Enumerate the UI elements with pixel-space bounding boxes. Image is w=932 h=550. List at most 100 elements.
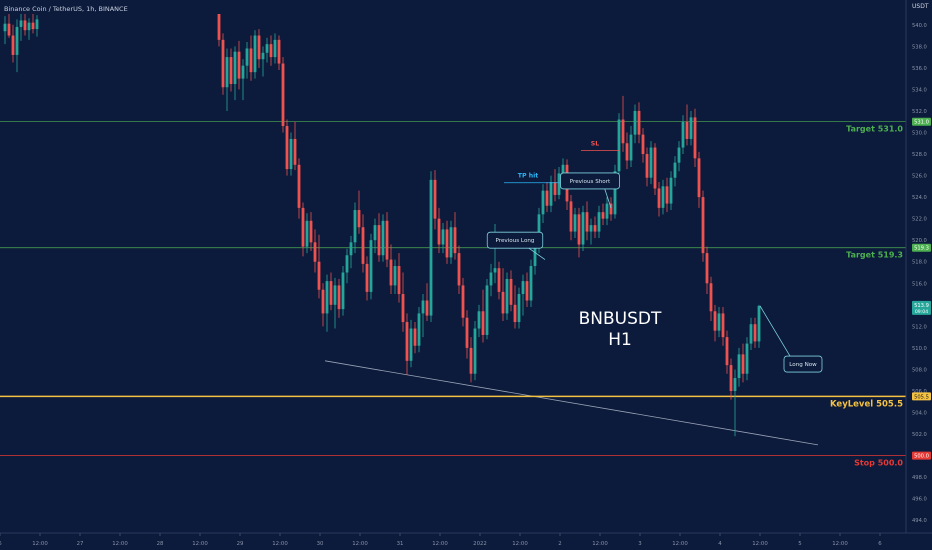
candle[interactable] (637, 102, 641, 144)
candle[interactable] (421, 294, 425, 338)
candle[interactable] (329, 272, 333, 311)
candle[interactable] (453, 212, 457, 260)
candle[interactable] (717, 306, 721, 338)
annotation-previous-short-box[interactable] (560, 172, 620, 190)
candle[interactable] (313, 229, 317, 273)
candle[interactable] (221, 33, 225, 95)
time-axis-panel[interactable] (0, 533, 932, 550)
candle[interactable] (673, 156, 677, 187)
candle[interactable] (689, 110, 693, 146)
candle[interactable] (417, 306, 421, 353)
candle[interactable] (501, 268, 505, 321)
candle[interactable] (293, 121, 297, 171)
candle[interactable] (609, 197, 613, 221)
candle[interactable] (649, 141, 653, 185)
candle[interactable] (477, 304, 481, 338)
candle[interactable] (277, 35, 281, 71)
candle[interactable] (273, 33, 277, 64)
candle[interactable] (457, 245, 461, 295)
candle[interactable] (529, 259, 533, 307)
candle[interactable] (325, 274, 329, 332)
candle[interactable] (657, 182, 661, 217)
candle[interactable] (677, 141, 681, 172)
candle[interactable] (405, 313, 409, 375)
candle[interactable] (509, 270, 513, 312)
candle[interactable] (521, 274, 525, 316)
candle[interactable] (7, 14, 11, 38)
candle[interactable] (693, 108, 697, 167)
candle[interactable] (11, 24, 15, 63)
candle[interactable] (641, 128, 645, 163)
candle[interactable] (597, 205, 601, 239)
candle[interactable] (333, 277, 337, 329)
annotation-long-now-box[interactable] (783, 355, 823, 373)
candle[interactable] (425, 283, 429, 321)
candle[interactable] (257, 29, 261, 68)
candle[interactable] (593, 216, 597, 239)
candle[interactable] (409, 319, 413, 368)
candle[interactable] (389, 244, 393, 295)
candle[interactable] (393, 259, 397, 295)
candle[interactable] (517, 287, 521, 329)
candle[interactable] (229, 48, 233, 92)
candle[interactable] (513, 285, 517, 329)
candle[interactable] (361, 214, 365, 273)
candles-layer[interactable] (3, 14, 761, 437)
candle[interactable] (397, 253, 401, 303)
candle[interactable] (669, 171, 673, 211)
candle[interactable] (685, 104, 689, 146)
candle[interactable] (577, 207, 581, 258)
candle[interactable] (645, 147, 649, 187)
annotation-previous-long-box[interactable] (486, 231, 544, 249)
candle[interactable] (253, 30, 257, 79)
candle[interactable] (473, 320, 477, 381)
candle[interactable] (705, 246, 709, 295)
candle[interactable] (269, 35, 273, 66)
candle[interactable] (541, 184, 545, 223)
candle[interactable] (465, 310, 469, 359)
candle[interactable] (357, 190, 361, 234)
candle[interactable] (485, 278, 489, 340)
candle[interactable] (245, 42, 249, 79)
candle[interactable] (557, 166, 561, 200)
candle[interactable] (381, 214, 385, 262)
candle[interactable] (725, 330, 729, 374)
candle[interactable] (497, 261, 501, 300)
candle[interactable] (729, 358, 733, 400)
candle[interactable] (489, 263, 493, 297)
candle[interactable] (449, 220, 453, 264)
candle[interactable] (19, 14, 23, 41)
candle[interactable] (437, 207, 441, 254)
candle[interactable] (661, 179, 665, 215)
candle[interactable] (553, 169, 557, 202)
candle[interactable] (505, 272, 509, 320)
candle[interactable] (653, 143, 657, 195)
candle[interactable] (225, 48, 229, 111)
candle[interactable] (337, 278, 341, 318)
candle[interactable] (261, 46, 265, 77)
candle[interactable] (749, 317, 753, 351)
annotations-layer[interactable]: TP hit SL Previous Short Previous Long Long … (486, 140, 823, 373)
candle[interactable] (285, 119, 289, 176)
candle[interactable] (35, 15, 39, 37)
candle[interactable] (737, 347, 741, 387)
price-axis-panel[interactable] (906, 0, 932, 533)
candle[interactable] (265, 37, 269, 63)
candle[interactable] (305, 213, 309, 254)
candle[interactable] (353, 202, 357, 254)
candle[interactable] (633, 104, 637, 144)
candle[interactable] (297, 158, 301, 219)
candle[interactable] (601, 203, 605, 226)
candle[interactable] (625, 132, 629, 170)
candle[interactable] (345, 248, 349, 284)
symbol-title[interactable]: Binance Coin / TetherUS, 1h, BINANCE (4, 5, 128, 13)
candle[interactable] (605, 197, 609, 226)
candle[interactable] (281, 57, 285, 133)
candle[interactable] (23, 14, 27, 36)
candle[interactable] (721, 306, 725, 346)
candle[interactable] (741, 343, 745, 383)
candle[interactable] (401, 272, 405, 332)
candle[interactable] (249, 35, 253, 81)
candle[interactable] (709, 276, 713, 321)
